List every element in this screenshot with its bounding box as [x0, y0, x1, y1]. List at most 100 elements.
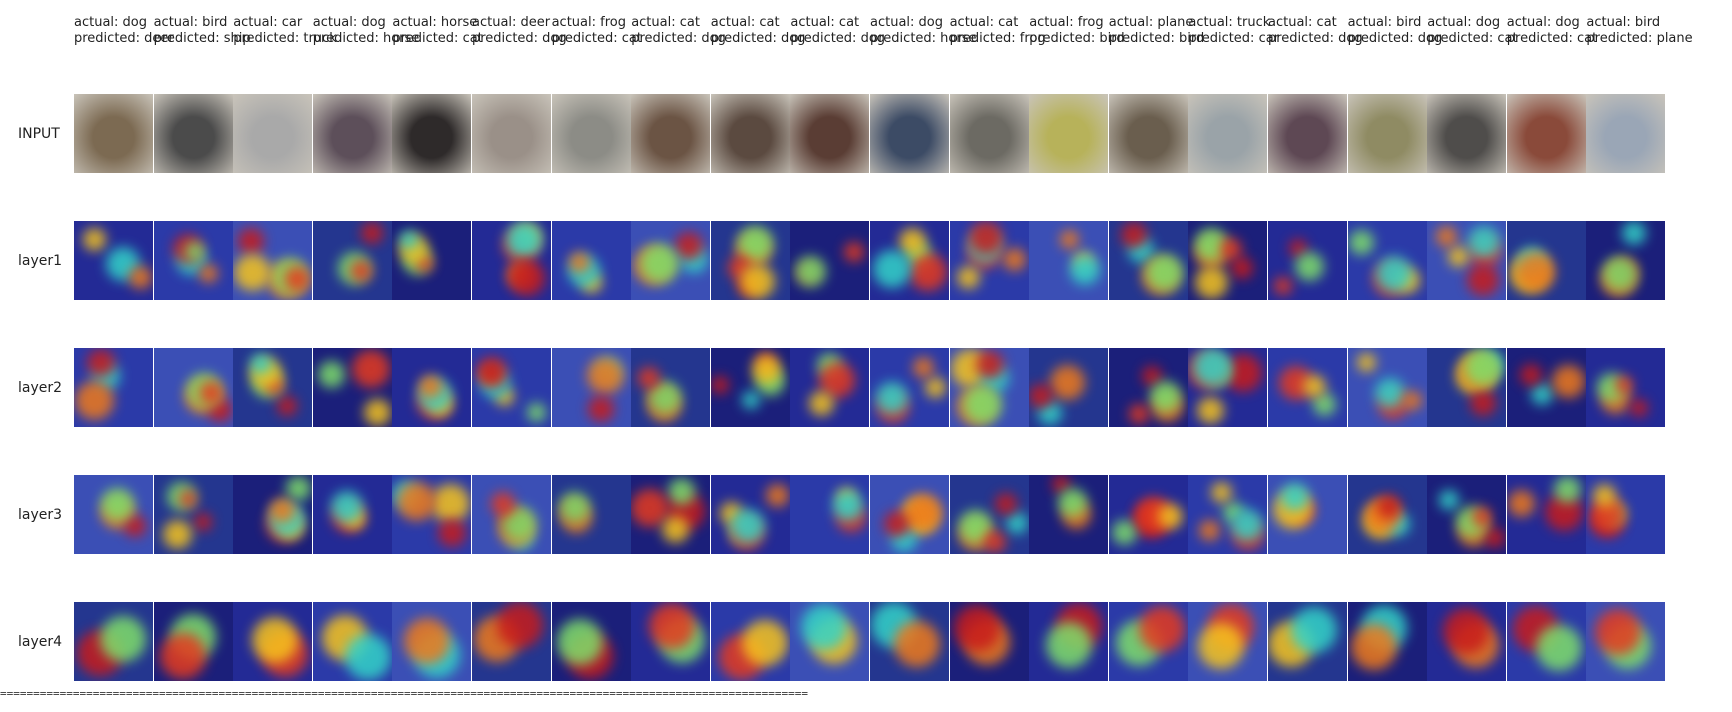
heatmap-image — [1506, 475, 1586, 554]
heatmap-image — [551, 475, 631, 554]
actual-label: actual: horse — [392, 15, 478, 30]
heatmap-image — [1347, 475, 1427, 554]
heatmap-image — [710, 602, 790, 681]
heat-blob — [1199, 520, 1221, 541]
heat-blob — [1231, 509, 1264, 541]
input-image — [392, 94, 472, 173]
heatmap-image — [631, 348, 711, 427]
heat-blob — [983, 531, 1006, 553]
heatmap-image — [1108, 475, 1188, 554]
heat-blob — [968, 221, 1003, 255]
input-image — [472, 94, 551, 173]
heat-blob — [1374, 378, 1405, 408]
heat-blob — [1291, 607, 1337, 653]
heatmap-image — [1506, 602, 1586, 681]
heat-blob — [1060, 230, 1080, 249]
column-header: actual: dog predicted: cat — [1507, 15, 1597, 47]
heatmap-image — [631, 475, 711, 554]
heat-blob — [975, 351, 1004, 379]
heatmap-image — [233, 348, 313, 427]
heat-blob — [251, 354, 272, 374]
heat-blob — [1519, 364, 1542, 386]
predicted-label: predicted: dog — [1347, 31, 1443, 46]
heat-blob — [1141, 366, 1162, 386]
heat-blob — [962, 385, 1002, 424]
input-image — [1506, 94, 1586, 173]
actual-label: actual: bird — [153, 15, 228, 30]
heat-blob — [994, 493, 1017, 515]
heatmap-image — [153, 602, 233, 681]
heat-blob — [83, 228, 106, 251]
predicted-label: predicted: deer — [74, 31, 174, 46]
heat-blob — [1050, 365, 1086, 400]
predicted-label: predicted: cat — [1427, 31, 1518, 46]
heatmap-image — [233, 221, 313, 300]
heat-blob — [873, 250, 911, 288]
heat-blob — [162, 520, 192, 549]
heat-blob — [1593, 484, 1617, 507]
output-separator: ========================================… — [0, 688, 808, 700]
heatmap-image — [74, 602, 153, 681]
actual-label: actual: car — [233, 15, 303, 30]
row-label-layer3: layer3 — [18, 507, 63, 523]
row-label-input: INPUT — [18, 126, 60, 142]
heat-blob — [1622, 221, 1647, 245]
heat-blob — [1348, 230, 1374, 255]
actual-label: actual: dog — [74, 15, 147, 30]
predicted-label: predicted: car — [1188, 31, 1280, 46]
heatmap-image — [1188, 475, 1268, 554]
heatmap-image — [1586, 348, 1666, 427]
input-image — [1029, 94, 1109, 173]
predicted-label: predicted: bird — [1029, 31, 1125, 46]
heat-blob — [751, 355, 781, 384]
input-image — [312, 94, 392, 173]
heat-blob — [558, 492, 590, 523]
predicted-label: predicted: dog — [790, 31, 886, 46]
heat-blob — [1443, 608, 1490, 654]
heatmap-image — [870, 475, 949, 554]
column-header: actual: frog predicted: bird — [1029, 15, 1125, 47]
column-header: actual: dog predicted: deer — [74, 15, 174, 47]
heat-blob — [1551, 365, 1585, 398]
heatmap-image — [1506, 348, 1586, 427]
heat-blob — [344, 634, 391, 680]
column-header: actual: cat predicted: dog — [1268, 15, 1363, 47]
input-image — [551, 94, 631, 173]
heat-blob — [1439, 490, 1460, 510]
column-header: actual: cat predicted: frog — [950, 15, 1046, 47]
heat-blob — [438, 519, 467, 547]
predicted-label: predicted: dog — [1268, 31, 1363, 46]
heat-blob — [876, 382, 908, 414]
input-image — [1188, 94, 1268, 173]
heatmap-image — [74, 221, 153, 300]
heat-blob — [833, 491, 864, 521]
heatmap-image — [1188, 348, 1268, 427]
heat-blob — [1464, 349, 1502, 386]
heat-blob — [1436, 226, 1458, 247]
actual-label: actual: dog — [1427, 15, 1501, 30]
heat-blob — [1195, 266, 1229, 299]
heatmap-image — [153, 348, 233, 427]
heat-blob — [100, 616, 146, 662]
heat-blob — [1120, 222, 1147, 248]
heat-blob — [587, 396, 614, 422]
heat-blob — [317, 361, 345, 388]
heatmap-image — [551, 221, 631, 300]
heatmap-image — [631, 602, 711, 681]
heat-blob — [1145, 254, 1183, 291]
heat-blob — [765, 484, 789, 507]
input-image — [153, 94, 233, 173]
heat-blob — [397, 482, 437, 521]
heatmap-image — [790, 221, 870, 300]
heat-blob — [351, 350, 390, 388]
heatmap-image — [1268, 475, 1347, 554]
heatmap-image — [312, 221, 392, 300]
heatmap-image — [312, 475, 392, 554]
heatmap-image — [1268, 221, 1347, 300]
heat-blob — [1197, 397, 1225, 424]
predicted-label: predicted: plane — [1586, 31, 1693, 46]
heat-blob — [497, 602, 543, 648]
input-image — [1586, 94, 1666, 173]
row-label-layer1: layer1 — [18, 253, 63, 269]
heat-blob — [1615, 376, 1634, 394]
